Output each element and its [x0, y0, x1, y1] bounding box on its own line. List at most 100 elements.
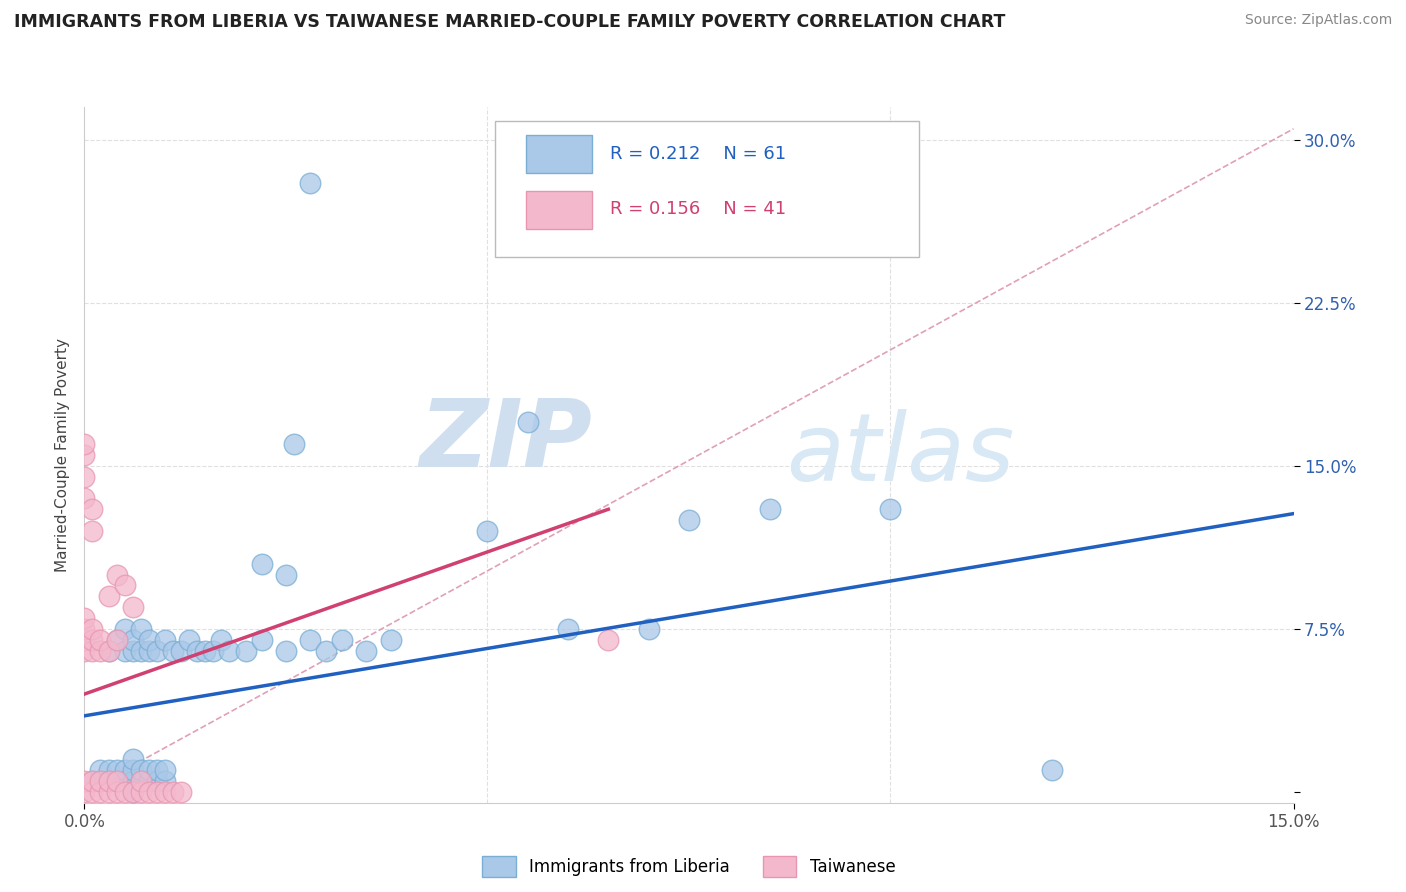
Point	[82, 524, 104, 538]
Point	[105, 785, 128, 799]
Point	[299, 176, 322, 190]
Point	[105, 632, 128, 647]
Point	[114, 785, 136, 799]
Point	[73, 611, 96, 625]
Point	[97, 643, 120, 657]
Point	[235, 643, 257, 657]
Point	[97, 589, 120, 603]
Point	[97, 774, 120, 789]
Point	[758, 502, 780, 516]
Point	[283, 437, 305, 451]
Point	[121, 785, 143, 799]
Point	[153, 774, 176, 789]
Point	[356, 643, 378, 657]
Point	[138, 643, 160, 657]
Point	[121, 752, 143, 766]
Point	[73, 785, 96, 799]
Point	[73, 469, 96, 483]
Point	[299, 632, 322, 647]
Point	[89, 785, 111, 799]
Point	[186, 643, 208, 657]
Point	[82, 785, 104, 799]
Point	[121, 632, 143, 647]
Point	[114, 643, 136, 657]
Point	[82, 502, 104, 516]
Point	[146, 785, 169, 799]
Point	[121, 785, 143, 799]
Point	[121, 600, 143, 615]
Bar	[526, 191, 592, 229]
Point	[146, 774, 169, 789]
Point	[138, 774, 160, 789]
Point	[73, 774, 96, 789]
Point	[209, 632, 232, 647]
Point	[153, 632, 176, 647]
Point	[477, 524, 499, 538]
Point	[89, 643, 111, 657]
Point	[89, 763, 111, 777]
Point	[250, 632, 273, 647]
Point	[138, 785, 160, 799]
Legend: Immigrants from Liberia, Taiwanese: Immigrants from Liberia, Taiwanese	[474, 848, 904, 885]
Point	[114, 774, 136, 789]
Point	[138, 763, 160, 777]
Point	[114, 578, 136, 592]
Point	[162, 643, 184, 657]
Point	[121, 643, 143, 657]
Text: R = 0.212    N = 61: R = 0.212 N = 61	[610, 145, 786, 162]
Point	[89, 774, 111, 789]
Point	[105, 763, 128, 777]
Point	[557, 622, 579, 636]
Point	[129, 622, 152, 636]
Point	[82, 774, 104, 789]
Point	[380, 632, 402, 647]
Text: atlas: atlas	[786, 409, 1014, 500]
Point	[105, 774, 128, 789]
Point	[105, 632, 128, 647]
Point	[194, 643, 217, 657]
Point	[73, 491, 96, 506]
Bar	[526, 135, 592, 173]
Point	[82, 632, 104, 647]
Point	[129, 774, 152, 789]
Point	[73, 632, 96, 647]
Point	[170, 643, 193, 657]
Point	[82, 622, 104, 636]
Point	[274, 567, 297, 582]
Point	[146, 763, 169, 777]
Point	[121, 774, 143, 789]
Point	[315, 643, 337, 657]
Point	[97, 763, 120, 777]
Point	[129, 763, 152, 777]
Point	[138, 632, 160, 647]
Point	[678, 513, 700, 527]
FancyBboxPatch shape	[495, 121, 918, 257]
Point	[105, 774, 128, 789]
Point	[97, 785, 120, 799]
Point	[97, 643, 120, 657]
Point	[146, 643, 169, 657]
Point	[114, 622, 136, 636]
Point	[82, 643, 104, 657]
Point	[129, 774, 152, 789]
Point	[598, 632, 620, 647]
Point	[89, 774, 111, 789]
Point	[516, 415, 538, 429]
Point	[153, 785, 176, 799]
Point	[202, 643, 225, 657]
Point	[73, 643, 96, 657]
Point	[97, 774, 120, 789]
Text: Source: ZipAtlas.com: Source: ZipAtlas.com	[1244, 13, 1392, 28]
Point	[170, 785, 193, 799]
Point	[153, 763, 176, 777]
Y-axis label: Married-Couple Family Poverty: Married-Couple Family Poverty	[55, 338, 70, 572]
Point	[879, 502, 901, 516]
Point	[250, 557, 273, 571]
Point	[73, 448, 96, 462]
Point	[330, 632, 353, 647]
Point	[114, 763, 136, 777]
Point	[73, 622, 96, 636]
Point	[73, 437, 96, 451]
Text: IMMIGRANTS FROM LIBERIA VS TAIWANESE MARRIED-COUPLE FAMILY POVERTY CORRELATION C: IMMIGRANTS FROM LIBERIA VS TAIWANESE MAR…	[14, 13, 1005, 31]
Point	[1040, 763, 1063, 777]
